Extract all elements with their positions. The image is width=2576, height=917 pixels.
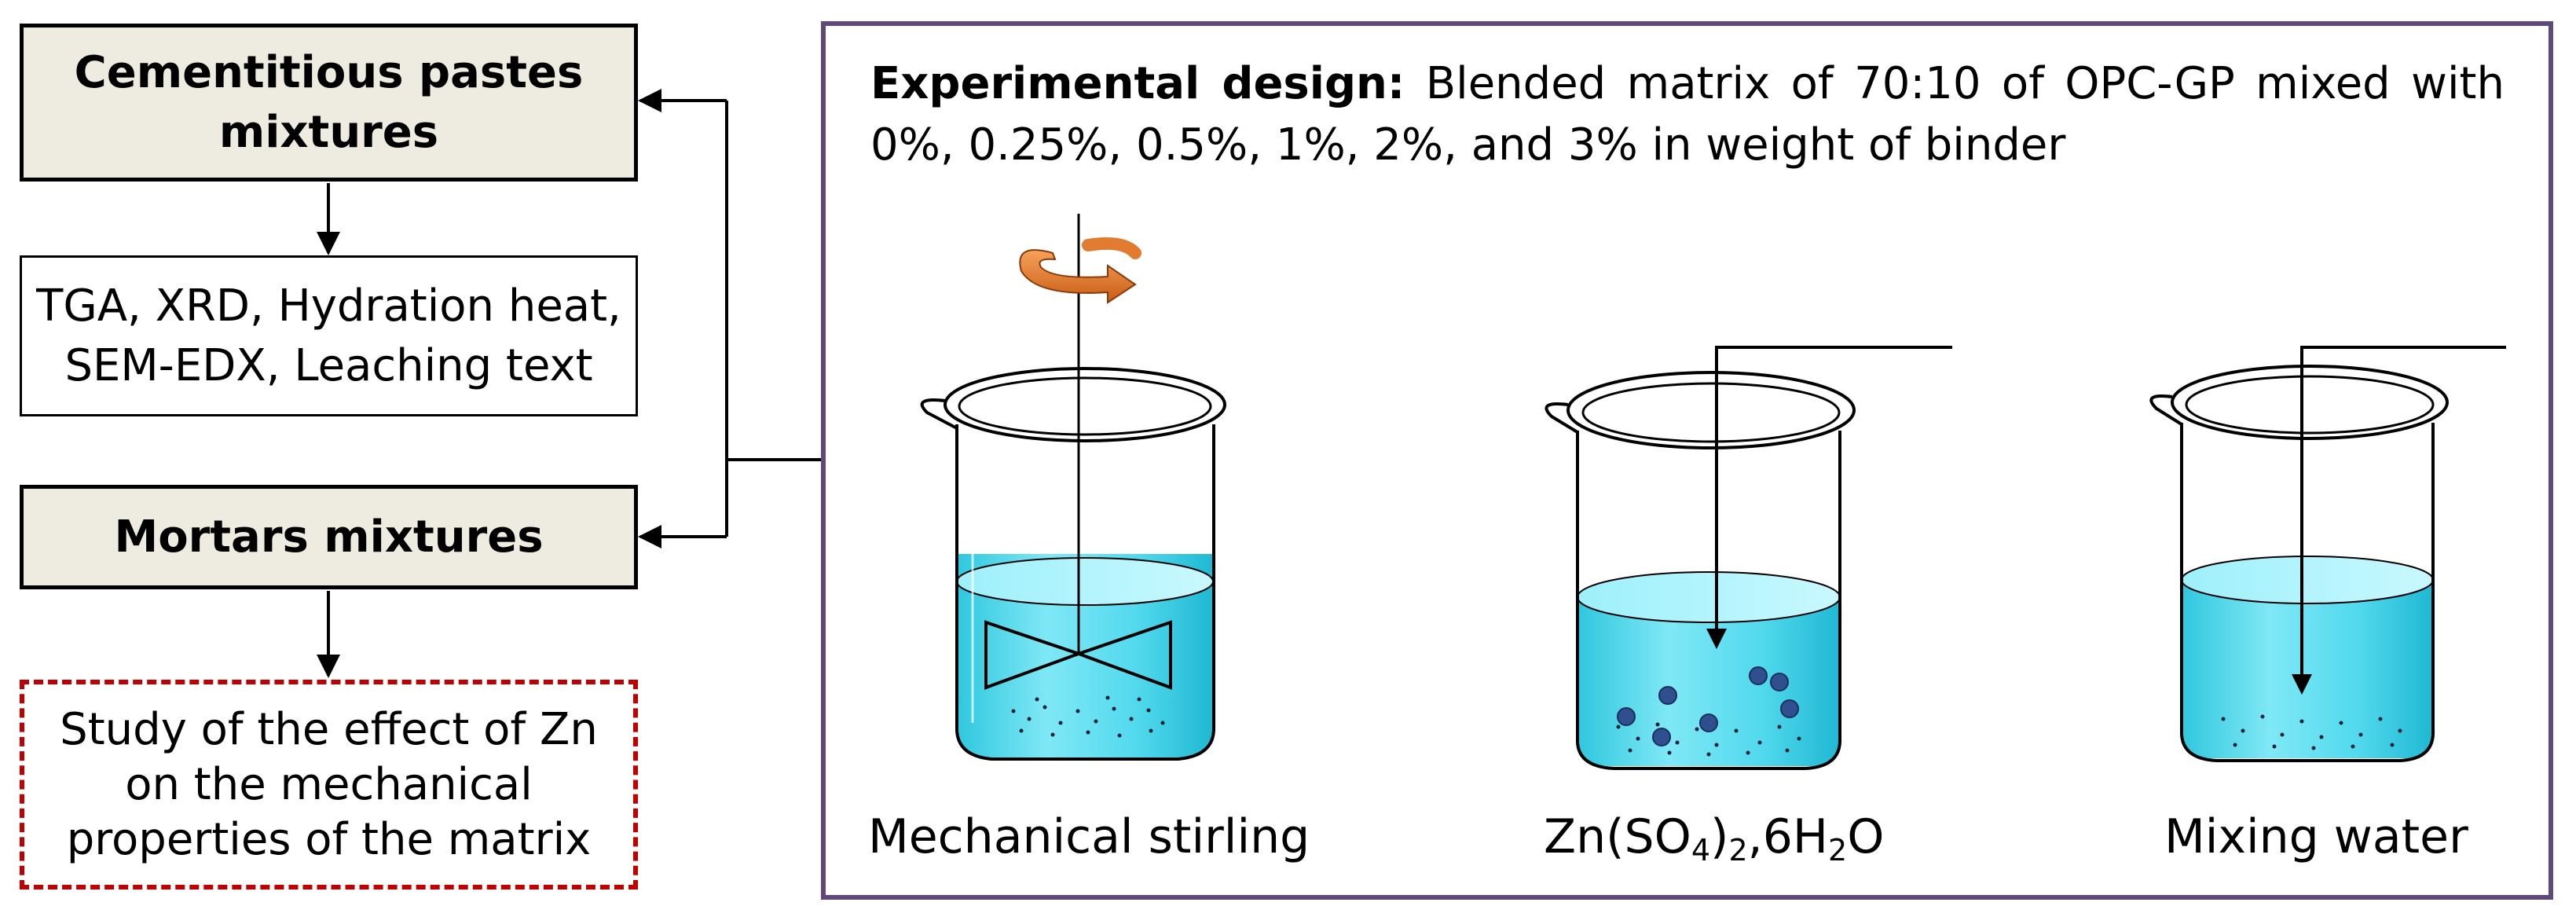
particle-icon <box>1617 666 1799 746</box>
beaker-mixing-water <box>2149 365 2449 762</box>
addition-arrow-zinc <box>1706 346 1952 649</box>
mortars-mixtures-box: Mortars mixtures <box>20 485 638 589</box>
formula-part: ) <box>1710 809 1729 864</box>
beaker-mechanical-stirling <box>920 367 1226 761</box>
design-description: Blended matrix of 70:10 of OPC-GP mixed … <box>870 58 2505 171</box>
sediment <box>1011 695 1165 738</box>
formula-subscript: 4 <box>1691 833 1711 867</box>
arrow-panel-to-left <box>638 89 821 548</box>
label-mechanical-stirling: Mechanical stirling <box>868 809 1310 864</box>
mortars-mixtures-label: Mortars mixtures <box>114 511 544 563</box>
cementitious-pastes-line2: mixtures <box>218 106 439 158</box>
formula-part: Zn(SO <box>1544 809 1691 864</box>
cementitious-pastes-box: Cementitious pastes mixtures <box>20 24 638 182</box>
sediment <box>1616 722 1801 757</box>
tests-box: TGA, XRD, Hydration heat, SEM-EDX, Leach… <box>20 255 638 416</box>
label-zinc-sulfate: Zn(SO4)2,6H2O <box>1544 809 1884 878</box>
addition-arrow-water <box>2292 346 2506 695</box>
cementitious-pastes-line1: Cementitious pastes <box>74 46 584 98</box>
tests-line2: SEM-EDX, Leaching text <box>64 339 593 391</box>
study-line1: Study of the effect of Zn <box>60 703 598 755</box>
formula-subscript: 2 <box>1828 833 1848 867</box>
label-mixing-water: Mixing water <box>2164 809 2468 864</box>
formula-part: O <box>1847 809 1885 864</box>
label-mechanical-stirling-text: Mechanical stirling <box>868 809 1310 864</box>
sediment <box>2221 714 2402 750</box>
beaker-zinc-sulfate <box>1545 371 1856 770</box>
study-line2: on the mechanical <box>125 758 533 810</box>
study-line3: properties of the matrix <box>66 813 592 865</box>
rotation-arrow-icon <box>1019 237 1141 304</box>
design-heading: Experimental design: <box>870 58 1405 109</box>
experimental-design-text: Experimental design: Blended matrix of 7… <box>870 53 2505 176</box>
formula-part: ,6H <box>1747 809 1829 864</box>
study-effect-box: Study of the effect of Zn on the mechani… <box>20 680 638 889</box>
label-mixing-water-text: Mixing water <box>2164 809 2468 864</box>
tests-line1: TGA, XRD, Hydration heat, <box>36 280 621 332</box>
formula-subscript: 2 <box>1728 833 1748 867</box>
